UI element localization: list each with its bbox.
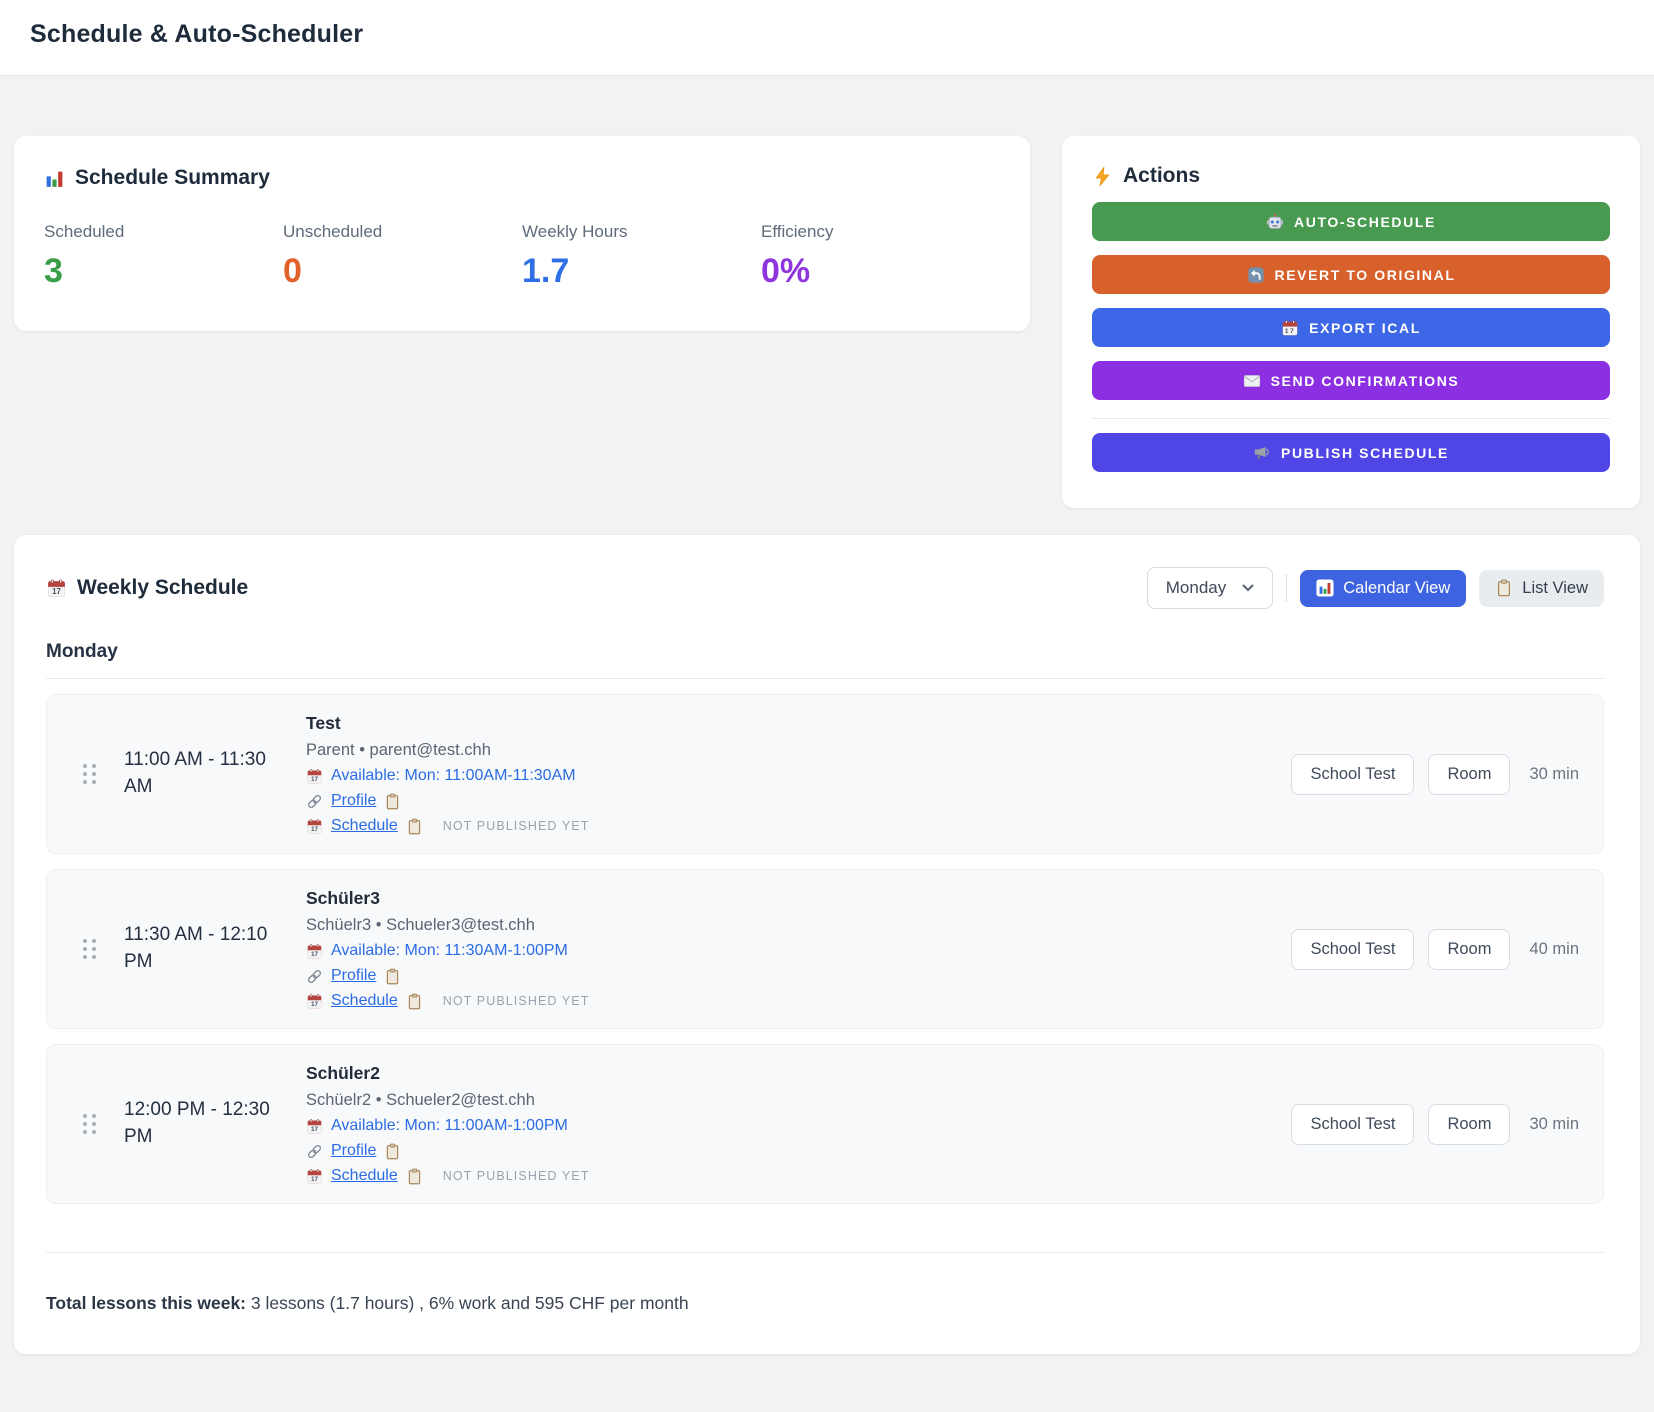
stat-weekly-hours-value: 1.7 bbox=[522, 252, 761, 291]
actions-card: Actions AUTO-SCHEDULE REVERT TO ORIGINAL… bbox=[1062, 136, 1640, 508]
calendar-icon bbox=[306, 1118, 323, 1135]
envelope-icon bbox=[1243, 372, 1261, 390]
lesson-duration: 30 min bbox=[1529, 1115, 1579, 1134]
weekly-total-label: Total lessons this week: bbox=[46, 1293, 246, 1313]
actions-divider bbox=[1092, 418, 1610, 419]
stat-unscheduled: Unscheduled 0 bbox=[283, 222, 522, 291]
school-button[interactable]: School Test bbox=[1291, 929, 1414, 970]
link-icon bbox=[306, 968, 323, 985]
schedule-link[interactable]: Schedule bbox=[331, 817, 398, 835]
profile-link[interactable]: Profile bbox=[331, 1142, 376, 1160]
publish-schedule-button[interactable]: PUBLISH SCHEDULE bbox=[1092, 433, 1610, 472]
weekly-total-summary: Total lessons this week: 3 lessons (1.7 … bbox=[46, 1252, 1604, 1314]
actions-title: Actions bbox=[1092, 164, 1610, 188]
calendar-icon bbox=[306, 1168, 323, 1185]
zap-icon bbox=[1092, 166, 1113, 187]
school-button[interactable]: School Test bbox=[1291, 1104, 1414, 1145]
auto-schedule-button[interactable]: AUTO-SCHEDULE bbox=[1092, 202, 1610, 241]
calendar-icon bbox=[46, 578, 67, 599]
stat-efficiency: Efficiency 0% bbox=[761, 222, 1000, 291]
copy-clipboard-icon[interactable] bbox=[384, 793, 401, 810]
drag-handle-icon[interactable] bbox=[83, 939, 96, 959]
page-content: Schedule Summary Scheduled 3 Unscheduled… bbox=[0, 76, 1654, 1376]
calendar-icon bbox=[306, 818, 323, 835]
robot-icon bbox=[1266, 213, 1284, 231]
lesson-contact: Parent • parent@test.chh bbox=[306, 741, 1291, 760]
lesson-student-name: Test bbox=[306, 713, 1291, 734]
schedule-summary-title: Schedule Summary bbox=[44, 166, 1000, 190]
copy-clipboard-icon[interactable] bbox=[384, 968, 401, 985]
lesson-availability: Available: Mon: 11:00AM-11:30AM bbox=[331, 767, 576, 785]
publish-status-badge: NOT PUBLISHED YET bbox=[443, 819, 590, 833]
revert-arrow-icon bbox=[1247, 266, 1265, 284]
lesson-row-schueler2: 12:00 PM - 12:30 PM Schüler2 Schüelr2 • … bbox=[46, 1044, 1604, 1204]
room-button[interactable]: Room bbox=[1428, 929, 1510, 970]
summary-stats: Scheduled 3 Unscheduled 0 Weekly Hours 1… bbox=[44, 222, 1000, 291]
schedule-link[interactable]: Schedule bbox=[331, 992, 398, 1010]
export-ical-button[interactable]: EXPORT ICAL bbox=[1092, 308, 1610, 347]
clipboard-icon bbox=[1495, 579, 1513, 597]
copy-clipboard-icon[interactable] bbox=[406, 993, 423, 1010]
lesson-duration: 30 min bbox=[1529, 765, 1579, 784]
lesson-time: 12:00 PM - 12:30 PM bbox=[124, 1097, 276, 1150]
lesson-student-name: Schüler2 bbox=[306, 1063, 1291, 1084]
stat-scheduled: Scheduled 3 bbox=[44, 222, 283, 291]
calendar-icon bbox=[1281, 319, 1299, 337]
lesson-student-name: Schüler3 bbox=[306, 888, 1291, 909]
lesson-contact: Schüelr3 • Schueler3@test.chh bbox=[306, 916, 1291, 935]
drag-handle-icon[interactable] bbox=[83, 764, 96, 784]
link-icon bbox=[306, 793, 323, 810]
publish-status-badge: NOT PUBLISHED YET bbox=[443, 1169, 590, 1183]
lesson-row-schueler3: 11:30 AM - 12:10 PM Schüler3 Schüelr3 • … bbox=[46, 869, 1604, 1029]
stat-unscheduled-value: 0 bbox=[283, 252, 522, 291]
bar-chart-icon bbox=[1316, 579, 1334, 597]
room-button[interactable]: Room bbox=[1428, 754, 1510, 795]
lesson-availability: Available: Mon: 11:00AM-1:00PM bbox=[331, 1117, 568, 1135]
weekly-schedule-card: Weekly Schedule Monday Calendar View Lis… bbox=[14, 535, 1640, 1354]
lesson-availability: Available: Mon: 11:30AM-1:00PM bbox=[331, 942, 568, 960]
stat-efficiency-value: 0% bbox=[761, 252, 1000, 291]
lesson-row-test: 11:00 AM - 11:30 AM Test Parent • parent… bbox=[46, 694, 1604, 854]
calendar-icon bbox=[306, 943, 323, 960]
day-selector-dropdown[interactable]: Monday bbox=[1147, 567, 1273, 609]
list-view-button[interactable]: List View bbox=[1479, 570, 1604, 607]
lesson-time: 11:00 AM - 11:30 AM bbox=[124, 747, 276, 800]
link-icon bbox=[306, 1143, 323, 1160]
weekly-schedule-title: Weekly Schedule bbox=[46, 576, 248, 600]
room-button[interactable]: Room bbox=[1428, 1104, 1510, 1145]
page-title: Schedule & Auto-Scheduler bbox=[30, 20, 1624, 49]
lesson-contact: Schüelr2 • Schueler2@test.chh bbox=[306, 1091, 1291, 1110]
copy-clipboard-icon[interactable] bbox=[406, 818, 423, 835]
bar-chart-icon bbox=[44, 168, 65, 189]
copy-clipboard-icon[interactable] bbox=[406, 1168, 423, 1185]
calendar-view-button[interactable]: Calendar View bbox=[1300, 570, 1466, 607]
revert-to-original-button[interactable]: REVERT TO ORIGINAL bbox=[1092, 255, 1610, 294]
lesson-duration: 40 min bbox=[1529, 940, 1579, 959]
megaphone-icon bbox=[1253, 444, 1271, 462]
day-heading: Monday bbox=[46, 641, 1604, 679]
schedule-link[interactable]: Schedule bbox=[331, 1167, 398, 1185]
chevron-down-icon bbox=[1242, 584, 1254, 592]
top-bar: Schedule & Auto-Scheduler bbox=[0, 0, 1654, 76]
send-confirmations-button[interactable]: SEND CONFIRMATIONS bbox=[1092, 361, 1610, 400]
profile-link[interactable]: Profile bbox=[331, 967, 376, 985]
stat-scheduled-value: 3 bbox=[44, 252, 283, 291]
copy-clipboard-icon[interactable] bbox=[384, 1143, 401, 1160]
lesson-time: 11:30 AM - 12:10 PM bbox=[124, 922, 276, 975]
vertical-divider bbox=[1286, 574, 1287, 602]
profile-link[interactable]: Profile bbox=[331, 792, 376, 810]
drag-handle-icon[interactable] bbox=[83, 1114, 96, 1134]
school-button[interactable]: School Test bbox=[1291, 754, 1414, 795]
publish-status-badge: NOT PUBLISHED YET bbox=[443, 994, 590, 1008]
schedule-summary-card: Schedule Summary Scheduled 3 Unscheduled… bbox=[14, 136, 1030, 331]
stat-weekly-hours: Weekly Hours 1.7 bbox=[522, 222, 761, 291]
calendar-icon bbox=[306, 993, 323, 1010]
weekly-total-text: 3 lessons (1.7 hours) , 6% work and 595 … bbox=[246, 1293, 689, 1313]
calendar-icon bbox=[306, 768, 323, 785]
